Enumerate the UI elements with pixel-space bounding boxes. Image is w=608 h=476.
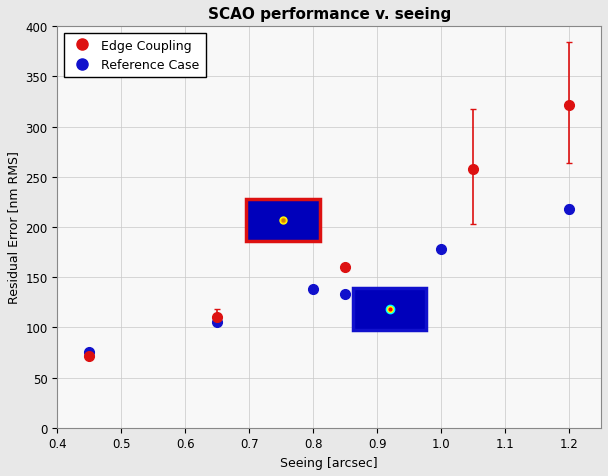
- Y-axis label: Residual Error [nm RMS]: Residual Error [nm RMS]: [7, 151, 20, 304]
- Title: SCAO performance v. seeing: SCAO performance v. seeing: [208, 7, 451, 22]
- Bar: [353, 288, 426, 331]
- Legend: Edge Coupling, Reference Case: Edge Coupling, Reference Case: [64, 33, 206, 78]
- X-axis label: Seeing [arcsec]: Seeing [arcsec]: [280, 456, 378, 469]
- Bar: [246, 199, 320, 242]
